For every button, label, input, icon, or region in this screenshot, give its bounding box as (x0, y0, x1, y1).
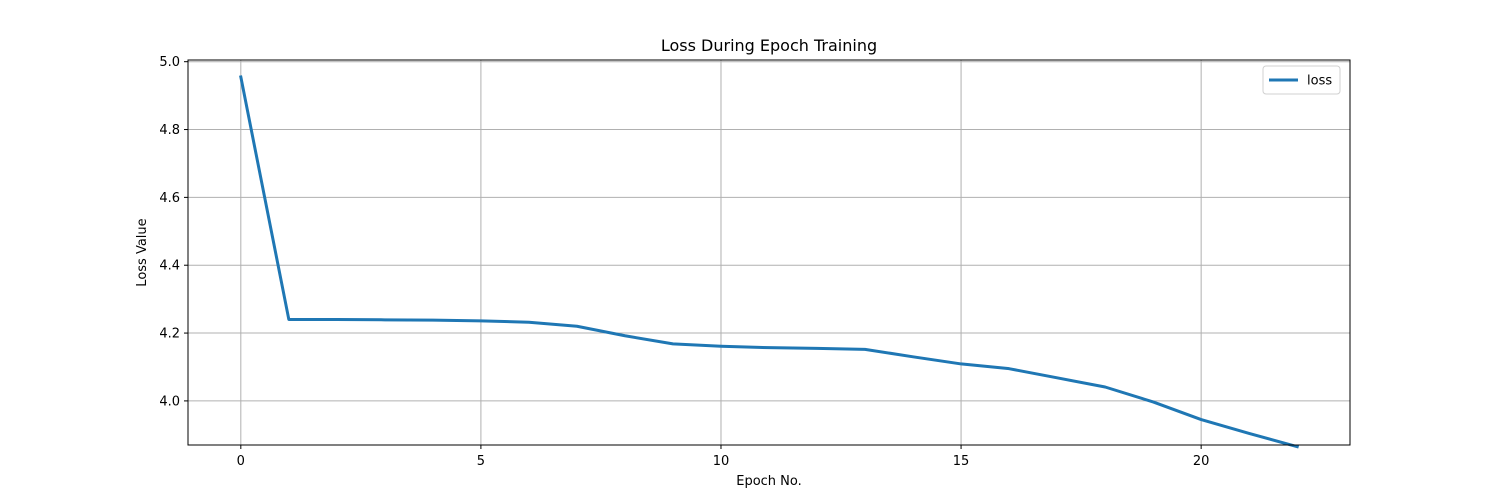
x-tick-label: 15 (953, 454, 970, 469)
y-axis-ticks: 4.0 4.2 4.4 4.6 4.8 5.0 (159, 55, 188, 409)
x-tick-label: 5 (477, 454, 485, 469)
series-line-loss (239, 75, 1300, 449)
legend-label: loss (1307, 74, 1332, 89)
y-tick-label: 4.0 (159, 394, 180, 409)
x-axis-label: Epoch No. (736, 474, 802, 489)
y-tick-label: 4.8 (159, 123, 180, 138)
x-tick-label: 10 (713, 454, 730, 469)
y-tick-label: 4.6 (159, 191, 180, 206)
legend-box (1262, 65, 1341, 95)
plot-frame (187, 59, 1351, 446)
y-tick-label: 4.4 (159, 259, 180, 274)
x-tick-label: 20 (1193, 454, 1210, 469)
grid-lines (188, 60, 1350, 445)
x-axis-ticks: 0 5 10 15 20 (237, 445, 1210, 469)
y-axis-label: Loss Value (135, 218, 150, 286)
series-layer (239, 75, 1300, 449)
x-tick-label: 0 (237, 454, 245, 469)
chart-title: Loss During Epoch Training (661, 36, 877, 55)
legend: loss (1262, 65, 1341, 95)
y-tick-label: 5.0 (159, 55, 180, 70)
y-tick-label: 4.2 (159, 327, 180, 342)
